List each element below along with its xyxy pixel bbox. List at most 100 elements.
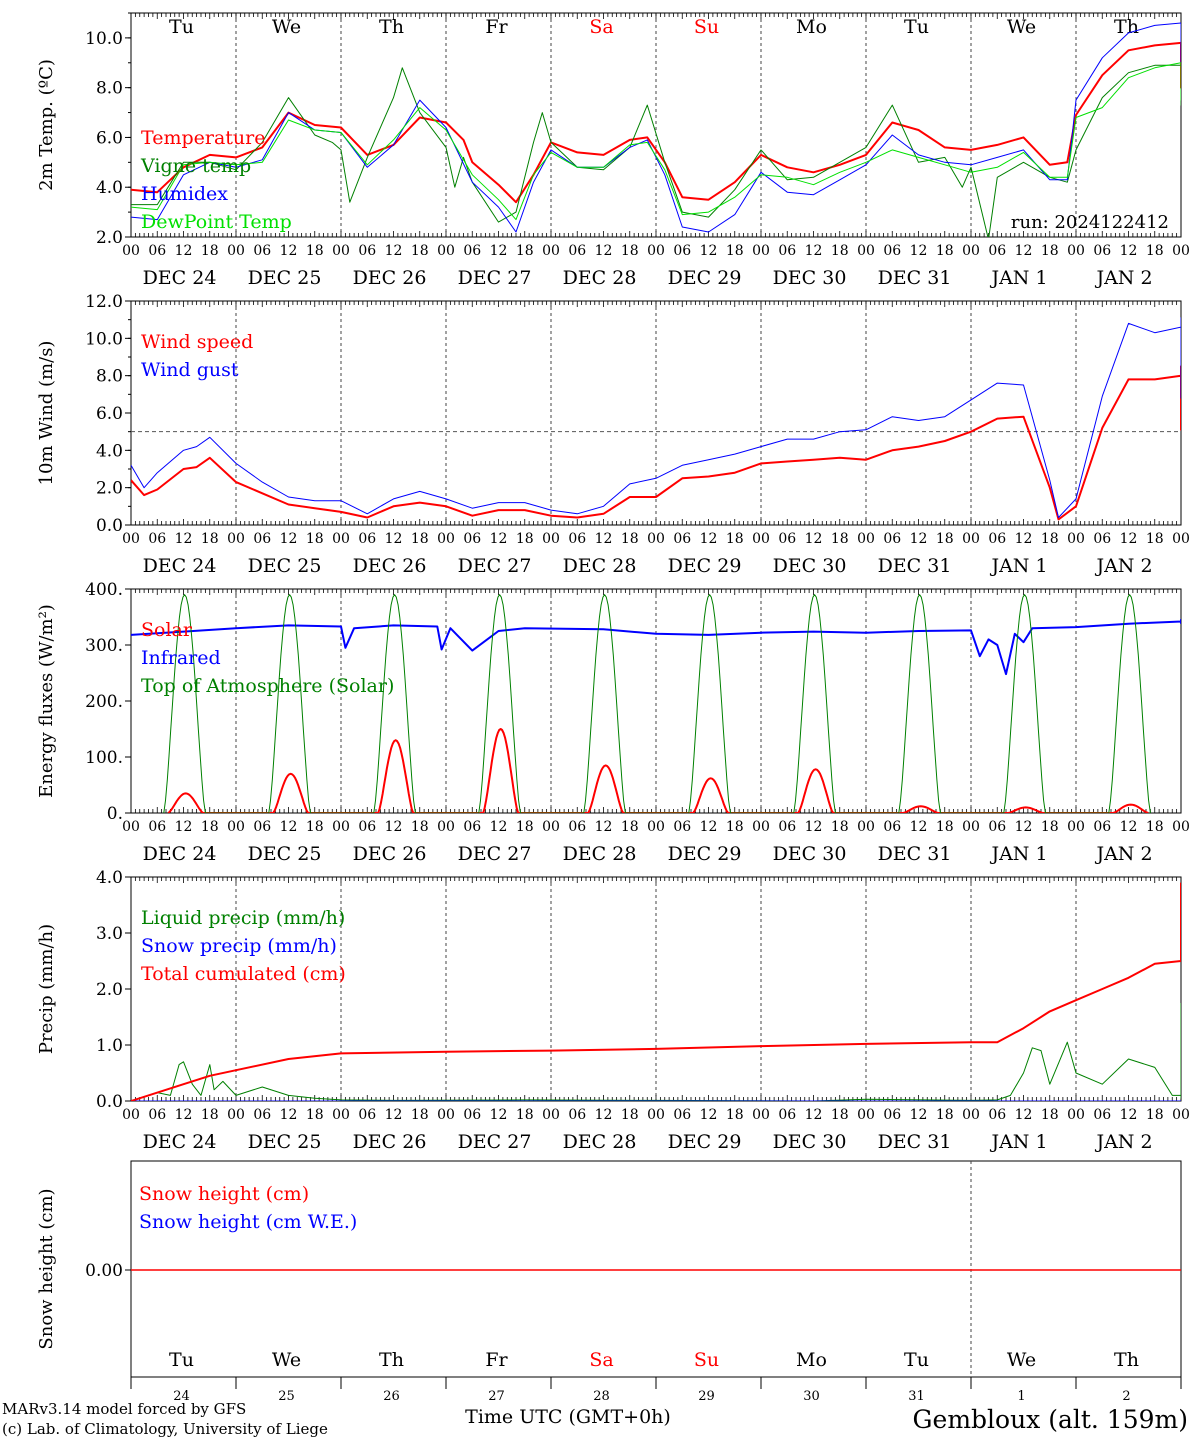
x-tick-label: 12: [700, 1107, 718, 1123]
y-axis-label: Energy fluxes (W/m²): [36, 604, 57, 798]
x-tick-label: 00: [962, 819, 980, 835]
x-tick-label: 18: [1146, 1107, 1164, 1123]
x-tick-label: 12: [595, 243, 613, 259]
weekday-label: Sa: [589, 1349, 613, 1371]
x-tick-label: 06: [673, 243, 691, 259]
date-label: JAN 2: [1094, 843, 1152, 865]
x-tick-label: 00: [752, 531, 770, 547]
x-tick-label: 18: [726, 531, 744, 547]
legend-entry: Total cumulated (cm): [141, 963, 346, 985]
x-tick-label: 12: [595, 819, 613, 835]
x-tick-label: 06: [778, 1107, 796, 1123]
date-label: DEC 27: [458, 555, 532, 577]
date-label: DEC 25: [248, 267, 322, 289]
date-label: DEC 31: [878, 555, 952, 577]
date-label: DEC 24: [143, 843, 217, 865]
x-tick-label: 00: [437, 531, 455, 547]
x-tick-label: 18: [306, 531, 324, 547]
legend-entry: Snow precip (mm/h): [141, 935, 337, 957]
series-line: [131, 62, 1181, 221]
x-tick-label: 12: [805, 531, 823, 547]
day-number: 26: [383, 1389, 400, 1404]
x-tick-label: 00: [437, 1107, 455, 1123]
date-label: JAN 1: [989, 843, 1047, 865]
x-tick-label: 00: [1067, 243, 1085, 259]
x-tick-label: 00: [122, 1107, 140, 1123]
x-tick-label: 12: [1015, 243, 1033, 259]
x-tick-label: 12: [280, 1107, 298, 1123]
y-tick-label: 3.0: [96, 924, 123, 944]
x-tick-label: 00: [962, 243, 980, 259]
x-tick-label: 18: [411, 819, 429, 835]
series-line: [131, 1003, 1181, 1101]
date-label: DEC 27: [458, 267, 532, 289]
x-tick-label: 06: [253, 1107, 271, 1123]
x-tick-label: 12: [175, 1107, 193, 1123]
weekday-label: Su: [694, 1349, 719, 1371]
x-tick-label: 18: [831, 531, 849, 547]
x-tick-label: 00: [122, 243, 140, 259]
x-tick-label: 06: [883, 1107, 901, 1123]
legend-entry: Infrared: [141, 647, 221, 669]
y-tick-label: 200.: [85, 692, 123, 712]
date-label: DEC 28: [563, 555, 637, 577]
x-tick-label: 12: [1015, 531, 1033, 547]
x-tick-label: 12: [1120, 1107, 1138, 1123]
x-tick-label: 00: [1172, 819, 1190, 835]
panel-temperature: 2.0 4.0 6.0 8.0 10.0 2m Temp. (ºC) 00 06 12 18 00 0…: [36, 12, 1190, 289]
x-tick-label: 18: [411, 531, 429, 547]
x-tick-label: 12: [385, 1107, 403, 1123]
date-label: DEC 29: [668, 267, 742, 289]
series-group: [131, 317, 1181, 521]
weekday-label: Mo: [796, 1349, 827, 1371]
date-label: DEC 24: [143, 267, 217, 289]
x-tick-label: 06: [1093, 819, 1111, 835]
y-tick-label: 6.0: [96, 128, 123, 148]
x-tick-label: 12: [1015, 1107, 1033, 1123]
day-number: 29: [698, 1389, 715, 1404]
x-tick-label: 12: [595, 1107, 613, 1123]
y-tick-label: 10.0: [85, 329, 123, 349]
series-line: [131, 64, 1181, 237]
x-tick-label: 00: [647, 243, 665, 259]
weekday-label: Tu: [169, 1349, 194, 1371]
x-tick-label: 00: [122, 819, 140, 835]
weekday-label: We: [1007, 16, 1036, 38]
x-tick-label: 18: [1146, 531, 1164, 547]
plot-frame: [130, 300, 1182, 526]
x-tick-label: 00: [227, 819, 245, 835]
x-tick-label: 00: [647, 531, 665, 547]
legend-entry: Wind speed: [141, 331, 253, 353]
x-tick-label: 12: [385, 819, 403, 835]
x-tick-label: 06: [148, 243, 166, 259]
legend-entry: Wind gust: [141, 359, 239, 381]
x-tick-label: 00: [1067, 1107, 1085, 1123]
weekday-label: Sa: [589, 16, 613, 38]
date-label: JAN 1: [989, 555, 1047, 577]
x-tick-label: 12: [1120, 243, 1138, 259]
y-tick-label: 6.0: [96, 404, 123, 424]
x-tick-label: 06: [988, 819, 1006, 835]
series-line: [131, 882, 1181, 1101]
x-tick-label: 00: [857, 1107, 875, 1123]
date-label: JAN 2: [1094, 1131, 1152, 1153]
weekday-label: Th: [1114, 1349, 1139, 1371]
date-label: DEC 28: [563, 1131, 637, 1153]
x-tick-label: 00: [752, 819, 770, 835]
x-tick-label: 00: [437, 819, 455, 835]
day-number: 30: [803, 1389, 820, 1404]
x-tick-label: 18: [201, 243, 219, 259]
x-tick-label: 12: [385, 531, 403, 547]
date-label: DEC 27: [458, 1131, 532, 1153]
x-tick-label: 00: [1172, 531, 1190, 547]
weekday-label: Th: [379, 16, 404, 38]
model-credit: MARv3.14 model forced by GFS: [2, 1400, 246, 1418]
date-label: DEC 26: [353, 843, 427, 865]
panel-precip: 0.0 1.0 2.0 3.0 4.0 Precip (mm/h) 00 06 12 18 00 06…: [36, 868, 1190, 1153]
date-label: DEC 30: [773, 843, 847, 865]
x-tick-label: 12: [175, 531, 193, 547]
x-tick-label: 06: [568, 1107, 586, 1123]
x-tick-label: 00: [962, 1107, 980, 1123]
x-tick-label: 18: [516, 531, 534, 547]
date-label: DEC 26: [353, 1131, 427, 1153]
